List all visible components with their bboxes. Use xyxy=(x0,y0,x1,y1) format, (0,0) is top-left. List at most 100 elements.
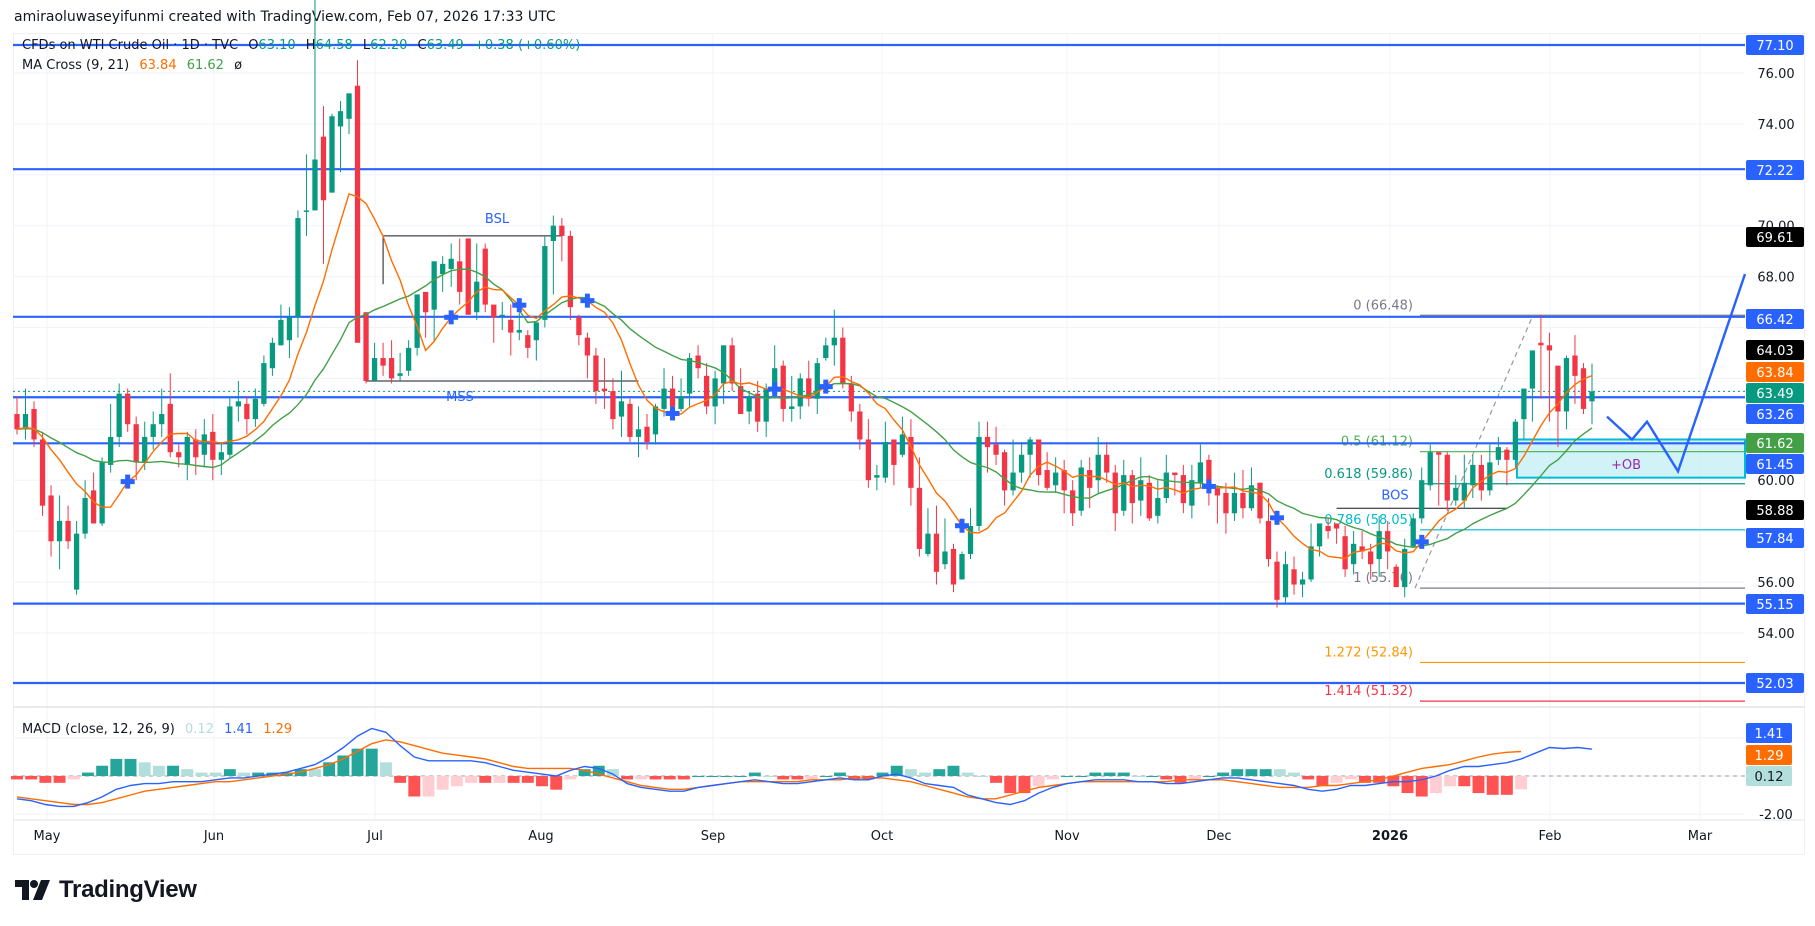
price-axis-badge-label: 64.03 xyxy=(1756,344,1793,359)
candle-body xyxy=(959,554,965,580)
ma-cross-legend: MA Cross (9, 21) 63.84 61.62 ø xyxy=(22,58,248,73)
candle-body xyxy=(729,345,735,384)
candle-body xyxy=(908,436,914,488)
candle-body xyxy=(942,551,948,565)
candle-body xyxy=(669,388,676,407)
price-axis-tick: 54.00 xyxy=(1757,627,1794,642)
macd-histogram-bar xyxy=(39,776,52,783)
ma-cross-marker-icon xyxy=(448,310,454,325)
macd-histogram-bar xyxy=(1273,769,1286,776)
candle-body xyxy=(618,401,625,417)
high-label: H xyxy=(305,38,316,53)
candle-body xyxy=(193,439,199,458)
symbol-title: CFDs on WTI Crude Oil · 1D · TVC xyxy=(22,38,239,53)
candle-body xyxy=(848,383,854,412)
candle-body xyxy=(1104,454,1110,473)
tradingview-logo[interactable]: TradingView xyxy=(15,876,197,904)
macd-histogram-bar xyxy=(876,772,889,776)
macd-histogram-bar xyxy=(1217,772,1230,776)
open-label: O xyxy=(248,38,259,53)
candle-body xyxy=(1410,518,1416,547)
macd-histogram-bar xyxy=(1500,776,1513,795)
price-axis-badge xyxy=(1746,383,1804,403)
macd-histogram-bar xyxy=(592,765,605,776)
ma-cross-marker-icon xyxy=(772,382,778,397)
price-axis-badge-label: 57.84 xyxy=(1756,532,1793,547)
price-axis-badge xyxy=(1746,227,1804,247)
time-axis-label: Sep xyxy=(701,829,726,844)
macd-histogram-bar xyxy=(351,748,364,776)
candle-body xyxy=(414,294,420,348)
ma-cross-marker-icon xyxy=(1274,510,1280,525)
macd-histogram-bar xyxy=(1302,776,1315,780)
candle-body xyxy=(976,436,982,527)
candle-body xyxy=(1112,472,1118,514)
price-axis-badge xyxy=(1746,528,1804,548)
price-axis-badge-label: 52.03 xyxy=(1756,677,1793,692)
time-axis-label: Oct xyxy=(871,829,893,844)
macd-histogram-bar xyxy=(578,769,591,776)
candle-body xyxy=(1470,464,1476,486)
candle-body xyxy=(1061,470,1067,491)
macd-histogram-bar xyxy=(337,755,350,776)
candle-body xyxy=(337,111,344,127)
candle-body xyxy=(159,414,165,425)
ohlc-high: H64.58 xyxy=(306,38,353,53)
candle-body xyxy=(823,345,829,359)
candle-body xyxy=(14,414,20,430)
candle-body xyxy=(1291,569,1297,585)
close-label: C xyxy=(417,38,427,53)
ma-slow-value: 61.62 xyxy=(186,58,224,73)
ohlc-close: C63.49 xyxy=(418,38,464,53)
candle-body xyxy=(261,363,267,404)
price-axis-badge-label: 58.88 xyxy=(1756,504,1793,519)
macd-histogram-bar xyxy=(1344,776,1357,780)
macd-histogram-bar xyxy=(621,776,634,780)
candle-body xyxy=(1121,475,1127,511)
macd-histogram-bar xyxy=(394,776,407,783)
candle-body xyxy=(584,337,591,356)
macd-histogram-bar xyxy=(550,776,563,790)
ma-hidden-icon[interactable]: ø xyxy=(234,58,243,73)
macd-histogram-bar xyxy=(521,776,534,783)
candle-body xyxy=(831,337,837,346)
bos-label: BOS xyxy=(1381,488,1408,503)
price-axis-tick: 56.00 xyxy=(1757,576,1794,591)
candle-body xyxy=(882,442,889,478)
candle-body xyxy=(1538,342,1544,346)
price-axis-badge-label: 63.49 xyxy=(1756,387,1793,402)
candle-body xyxy=(755,393,761,422)
candle-body xyxy=(1155,498,1161,516)
candle-body xyxy=(431,261,437,310)
candle-body xyxy=(218,452,224,460)
macd-histogram-bar xyxy=(493,776,506,783)
candle-body xyxy=(610,391,616,420)
candle-body xyxy=(1095,454,1101,481)
price-axis-badge-label: 66.42 xyxy=(1756,313,1793,328)
ma-cross-marker-icon xyxy=(584,293,590,308)
macd-histogram-bar xyxy=(365,748,378,776)
macd-histogram-bar xyxy=(663,776,676,780)
candle-body xyxy=(39,439,46,506)
macd-signal-line xyxy=(16,739,1522,806)
price-axis-badge-label: 61.45 xyxy=(1756,458,1793,473)
candle-body xyxy=(797,378,803,407)
macd-histogram-bar xyxy=(1515,776,1528,790)
time-axis-label: Aug xyxy=(528,829,553,844)
macd-histogram-bar xyxy=(1401,776,1414,794)
candle-body xyxy=(1172,472,1178,476)
candle-body xyxy=(108,436,114,465)
fib-level-label: 1.272 (52.84) xyxy=(1324,645,1413,660)
price-axis-badge-label: 77.10 xyxy=(1756,39,1793,54)
price-change: +0.38 (+0.60%) xyxy=(473,38,581,53)
macd-histogram-bar xyxy=(677,776,690,780)
candle-body xyxy=(363,312,369,381)
candle-body xyxy=(865,439,871,481)
candle-body xyxy=(269,342,276,369)
candle-body xyxy=(142,436,148,463)
macd-histogram-bar xyxy=(1259,769,1272,776)
candle-body xyxy=(1197,462,1204,483)
candle-body xyxy=(201,434,207,455)
macd-histogram-bar xyxy=(1429,776,1442,794)
